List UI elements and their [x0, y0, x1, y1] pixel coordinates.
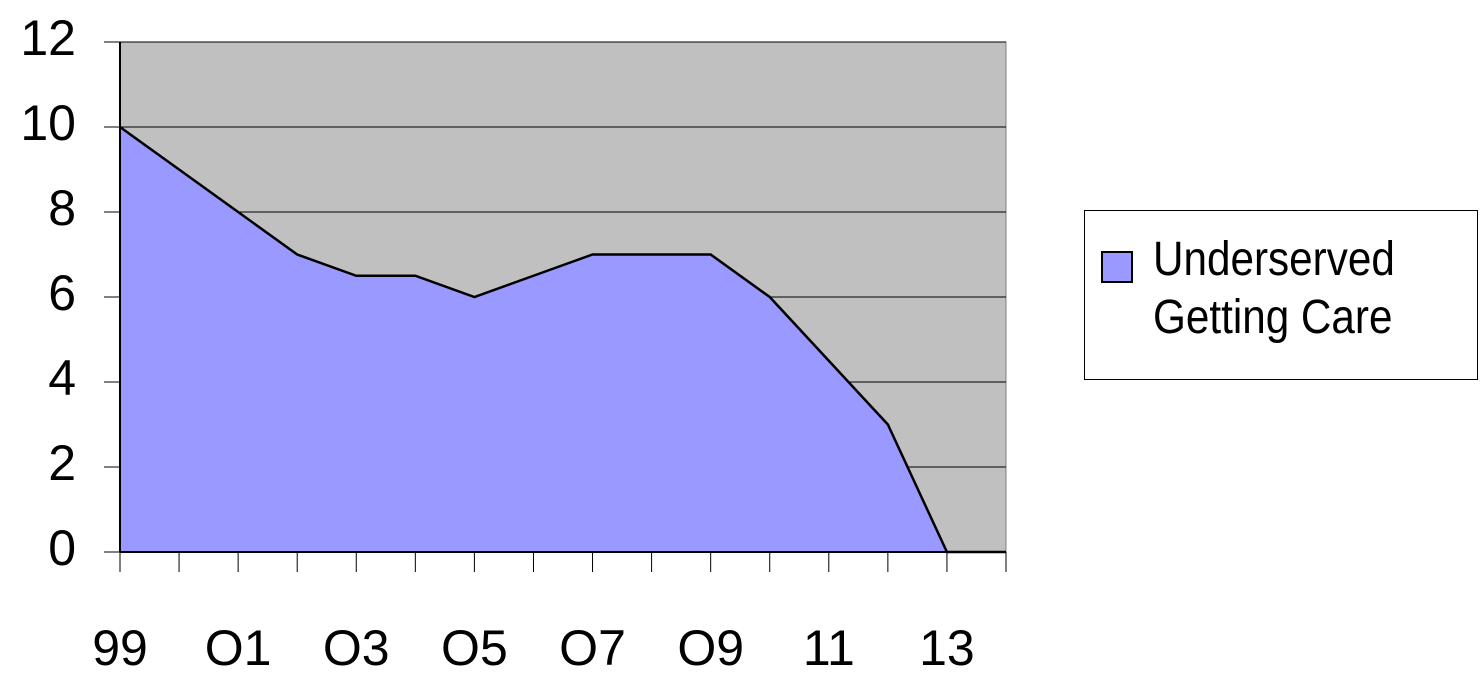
x-tick-label: O7: [559, 620, 626, 676]
x-tick-label: 99: [92, 620, 148, 676]
x-tick-label: O9: [677, 620, 744, 676]
x-tick-label: O1: [205, 620, 272, 676]
x-tick-label: 13: [919, 620, 975, 676]
x-tick-label: O3: [323, 620, 390, 676]
area-outline: [119, 125, 1006, 554]
y-tick-label: 10: [20, 95, 76, 151]
x-tick-label: O5: [441, 620, 508, 676]
y-tick-label: 4: [48, 350, 76, 406]
legend-swatch: [1101, 251, 1133, 283]
legend-label: Underserved Getting Care: [1153, 233, 1395, 344]
y-tick-label: 12: [20, 10, 76, 66]
legend: Underserved Getting Care: [1084, 210, 1478, 380]
y-tick-label: 0: [48, 520, 76, 576]
y-tick-label: 2: [48, 435, 76, 491]
area: [120, 127, 1006, 552]
y-tick-label: 6: [48, 265, 76, 321]
y-tick-label: 8: [48, 180, 76, 236]
x-tick-label: 11: [803, 620, 855, 676]
